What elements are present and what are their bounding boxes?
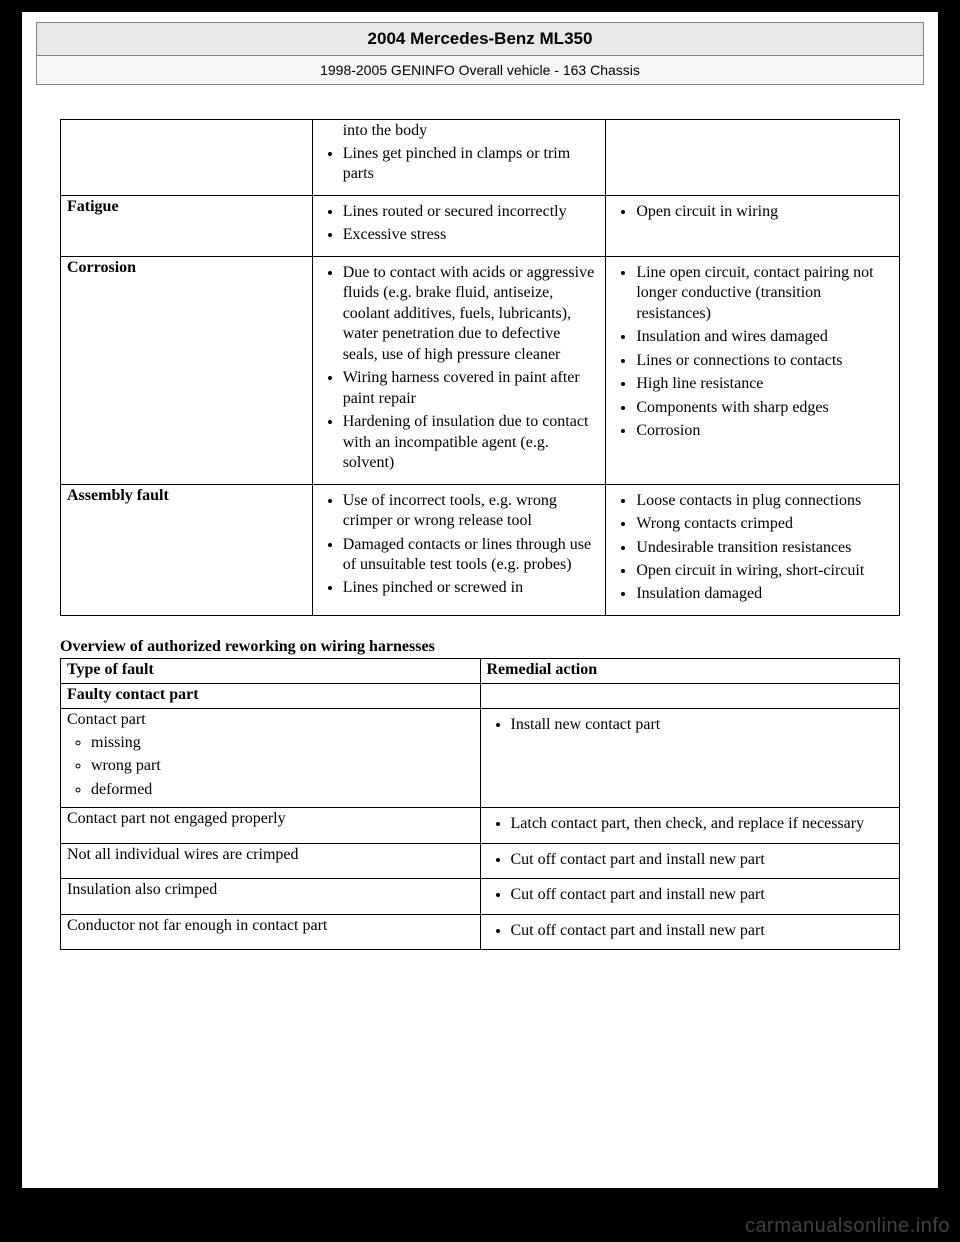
list-item: Cut off contact part and install new par… (511, 921, 894, 941)
fault-effects: Line open circuit, contact pairing not l… (606, 256, 900, 484)
table-header-remedy: Remedial action (480, 658, 900, 683)
list-item: Open circuit in wiring (636, 202, 893, 222)
list-item: Insulation damaged (636, 584, 893, 604)
fault-cell: Not all individual wires are crimped (61, 843, 481, 878)
list-item: Damaged contacts or lines through use of… (343, 535, 600, 576)
fault-causes: Due to contact with acids or aggressive … (312, 256, 606, 484)
fault-effects: Loose contacts in plug connections Wrong … (606, 484, 900, 615)
list-item: missing (91, 733, 474, 753)
header-box: 2004 Mercedes-Benz ML350 1998-2005 GENIN… (36, 22, 924, 85)
remedy-cell: Install new contact part (480, 708, 900, 807)
list-item: Lines or connections to contacts (636, 351, 893, 371)
list-item: Cut off contact part and install new par… (511, 885, 894, 905)
list-item: Undesirable transition resistances (636, 538, 893, 558)
list-item: Insulation and wires damaged (636, 327, 893, 347)
fault-effects: Open circuit in wiring (606, 195, 900, 256)
list-item: Latch contact part, then check, and repl… (511, 814, 894, 834)
fault-table-1: into the bodyLines get pinched in clamps… (60, 119, 900, 616)
fault-causes: into the bodyLines get pinched in clamps… (312, 120, 606, 196)
group-header: Faulty contact part (61, 683, 481, 708)
list-item: Lines get pinched in clamps or trim part… (343, 144, 600, 185)
fault-causes: Lines routed or secured incorrectly Exces… (312, 195, 606, 256)
fault-table-2: Type of faultRemedial actionFaulty conta… (60, 658, 900, 950)
fault-effects (606, 120, 900, 196)
list-item: Wiring harness covered in paint after pa… (343, 368, 600, 409)
remedy-cell: Cut off contact part and install new par… (480, 914, 900, 949)
group-header-empty (480, 683, 900, 708)
list-item: Corrosion (636, 421, 893, 441)
list-item: wrong part (91, 756, 474, 776)
page: 2004 Mercedes-Benz ML350 1998-2005 GENIN… (20, 10, 940, 1190)
section-title-2: Overview of authorized reworking on wiri… (60, 638, 900, 656)
list-item: Hardening of insulation due to contact w… (343, 412, 600, 473)
header-subtitle: 1998-2005 GENINFO Overall vehicle - 163 … (37, 56, 923, 84)
header-title: 2004 Mercedes-Benz ML350 (37, 23, 923, 56)
list-item: Line open circuit, contact pairing not l… (636, 263, 893, 324)
fault-label: Assembly fault (61, 484, 313, 615)
watermark: carmanualsonline.info (745, 1215, 950, 1238)
list-item: deformed (91, 780, 474, 800)
content: into the bodyLines get pinched in clamps… (36, 85, 924, 950)
fault-causes: Use of incorrect tools, e.g. wrong crimp… (312, 484, 606, 615)
remedy-cell: Cut off contact part and install new par… (480, 879, 900, 914)
fault-label (61, 120, 313, 196)
list-item: Loose contacts in plug connections (636, 491, 893, 511)
list-item: Due to contact with acids or aggressive … (343, 263, 600, 365)
remedy-cell: Cut off contact part and install new par… (480, 843, 900, 878)
list-item: Install new contact part (511, 715, 894, 735)
list-item: Wrong contacts crimped (636, 514, 893, 534)
list-item: Lines pinched or screwed in (343, 578, 600, 598)
fault-label: Corrosion (61, 256, 313, 484)
fault-label: Fatigue (61, 195, 313, 256)
list-item: Components with sharp edges (636, 398, 893, 418)
fault-cell: Contact partmissingwrong partdeformed (61, 708, 481, 807)
list-item: Cut off contact part and install new par… (511, 850, 894, 870)
fault-cell: Conductor not far enough in contact part (61, 914, 481, 949)
table-header-fault: Type of fault (61, 658, 481, 683)
list-item: High line resistance (636, 374, 893, 394)
list-item: Excessive stress (343, 225, 600, 245)
list-item: Use of incorrect tools, e.g. wrong crimp… (343, 491, 600, 532)
list-item: Lines routed or secured incorrectly (343, 202, 600, 222)
fault-cell: Insulation also crimped (61, 879, 481, 914)
list-item: Open circuit in wiring, short-circuit (636, 561, 893, 581)
remedy-cell: Latch contact part, then check, and repl… (480, 808, 900, 843)
fault-cell: Contact part not engaged properly (61, 808, 481, 843)
